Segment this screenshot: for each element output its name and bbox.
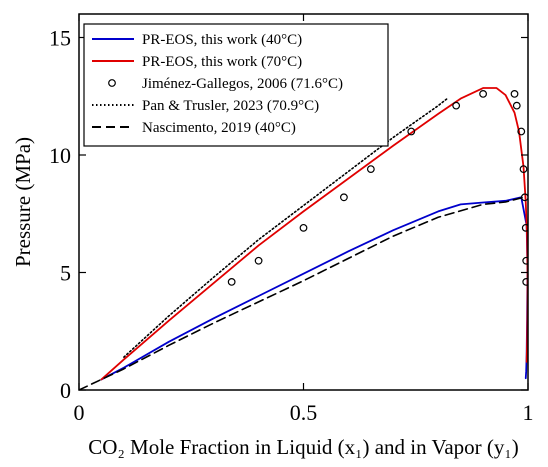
series-2-point xyxy=(407,127,416,136)
series-2-point xyxy=(510,89,519,98)
series-2-point xyxy=(517,127,526,136)
series-2-point xyxy=(479,89,488,98)
y-tick-label: 10 xyxy=(49,143,71,168)
y-axis-title: Pressure (MPa) xyxy=(11,137,35,267)
legend-label: Pan & Trusler, 2023 (70.9°C) xyxy=(142,98,319,114)
series-2-point xyxy=(227,278,236,286)
y-tick-label: 15 xyxy=(49,26,71,51)
series-3-line xyxy=(123,97,448,358)
x-tick-label: 1 xyxy=(523,400,534,425)
y-tick-label: 5 xyxy=(60,261,71,286)
series-2-point xyxy=(522,256,528,265)
x-axis-title: CO₂ Mole Fraction in Liquid (x₁) and in … xyxy=(88,435,518,459)
series-2-point xyxy=(519,165,528,174)
legend: PR-EOS, this work (40°C) PR-EOS, this wor… xyxy=(83,23,389,147)
legend-label: Jiménez-Gallegos, 2006 (71.6°C) xyxy=(142,76,343,92)
x-tick-label: 0 xyxy=(74,400,85,425)
series-2-point xyxy=(254,256,263,265)
series-4-line xyxy=(79,196,525,390)
series-2-point xyxy=(512,101,521,110)
legend-box xyxy=(83,23,389,147)
y-tick-label: 0 xyxy=(60,378,71,403)
series-2-point xyxy=(340,193,348,202)
series-2-point xyxy=(452,101,461,110)
series-2-point xyxy=(521,223,528,232)
legend-label: PR-EOS, this work (40°C) xyxy=(142,32,302,48)
legend-label: Nascimento, 2019 (40°C) xyxy=(142,120,296,136)
series-2-point xyxy=(299,223,308,232)
series-2-point xyxy=(366,165,375,174)
series-0-line xyxy=(100,196,528,381)
x-tick-label: 0.5 xyxy=(290,400,318,425)
legend-marker xyxy=(108,79,116,87)
legend-label: PR-EOS, this work (70°C) xyxy=(142,54,302,70)
series-2-point xyxy=(522,278,528,286)
